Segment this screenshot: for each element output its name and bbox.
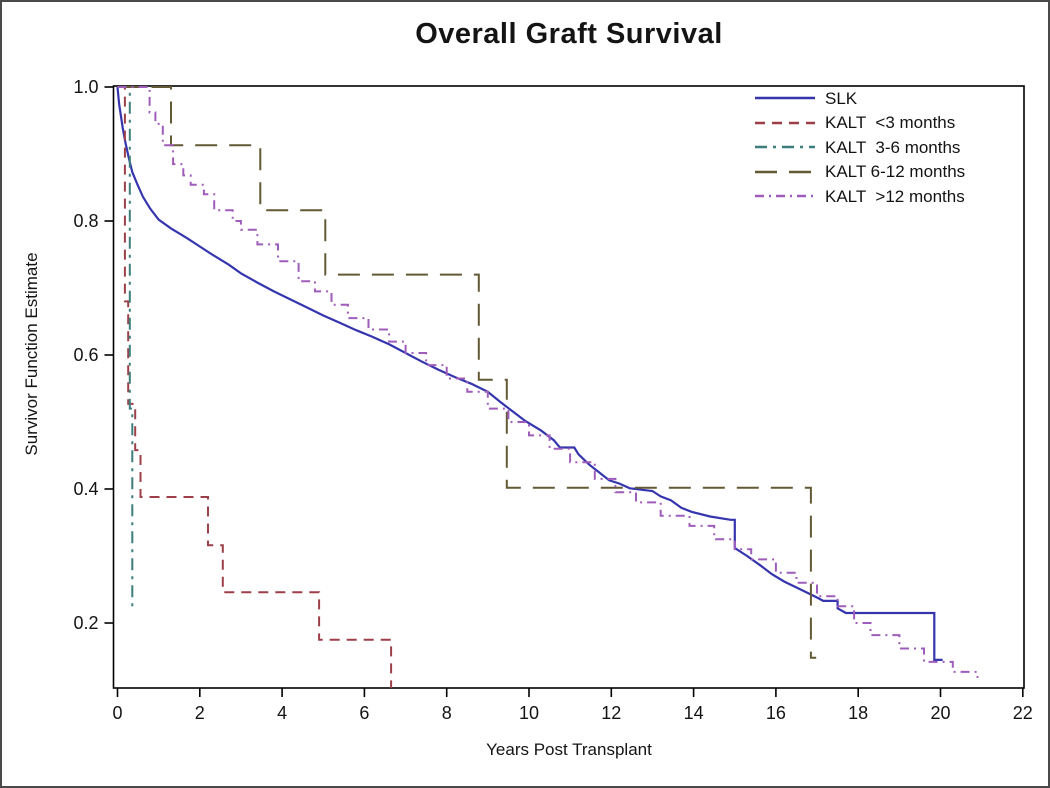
x-tick-label: 22	[1013, 703, 1033, 723]
y-tick-label: 0.6	[73, 345, 98, 365]
x-tick-label: 12	[601, 703, 621, 723]
legend-row: KALT >12 months	[755, 184, 965, 209]
legend-line-sample	[755, 195, 815, 198]
legend-row: KALT 6-12 months	[755, 160, 965, 185]
legend: SLK KALT <3 months KALT 3-6 months KALT 6-1…	[755, 86, 965, 209]
x-tick-label: 10	[519, 703, 539, 723]
series-line-KALT-<3-months	[117, 86, 393, 688]
series-line-SLK	[116, 86, 943, 662]
legend-label: KALT <3 months	[825, 113, 956, 133]
legend-row: SLK	[755, 86, 965, 111]
series-line-KALT-3-6-months	[117, 86, 136, 608]
y-tick-label: 0.4	[73, 479, 98, 499]
legend-line-sample	[755, 97, 815, 100]
x-tick-label: 18	[848, 703, 868, 723]
legend-row: KALT 3-6 months	[755, 135, 965, 160]
x-tick-label: 4	[277, 703, 287, 723]
x-tick-label: 8	[442, 703, 452, 723]
chart-title: Overall Graft Survival	[415, 18, 723, 50]
legend-label: SLK	[825, 88, 858, 108]
y-tick-label: 1.0	[73, 77, 98, 97]
series-line-KALT-6-12-months	[117, 86, 817, 659]
y-tick-label: 0.8	[73, 211, 98, 231]
legend-line-sample	[755, 170, 815, 173]
x-tick-label: 0	[112, 703, 122, 723]
y-tick-label: 0.2	[73, 613, 98, 633]
x-tick-label: 14	[684, 703, 704, 723]
x-tick-label: 2	[195, 703, 205, 723]
legend-label: KALT 6-12 months	[825, 162, 966, 182]
x-axis-title: Years Post Transplant	[486, 740, 652, 759]
y-axis-title: Survivor Function Estimate	[22, 252, 41, 456]
x-tick-label: 20	[930, 703, 950, 723]
legend-line-sample	[755, 121, 815, 124]
x-tick-label: 6	[359, 703, 369, 723]
legend-label: KALT 3-6 months	[825, 137, 961, 157]
x-tick-label: 16	[766, 703, 786, 723]
legend-label: KALT >12 months	[825, 186, 965, 206]
legend-line-sample	[755, 146, 815, 149]
plot-frame	[112, 85, 1025, 689]
legend-row: KALT <3 months	[755, 111, 965, 136]
series-line-KALT->12-months	[117, 86, 979, 678]
